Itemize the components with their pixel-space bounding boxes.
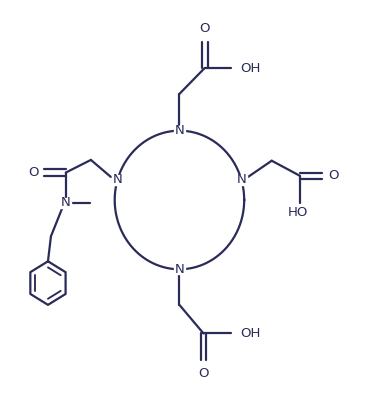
- Text: N: N: [175, 263, 184, 276]
- Text: N: N: [236, 173, 246, 186]
- Text: O: O: [28, 166, 38, 179]
- Text: OH: OH: [240, 62, 261, 74]
- Text: N: N: [112, 173, 122, 186]
- Bar: [236, 175, 247, 185]
- Text: N: N: [61, 196, 71, 209]
- Text: N: N: [175, 124, 184, 137]
- Bar: [112, 175, 123, 185]
- Bar: [174, 126, 185, 136]
- Bar: [60, 198, 71, 208]
- Text: O: O: [328, 169, 339, 182]
- Text: O: O: [199, 22, 210, 35]
- Text: O: O: [198, 367, 209, 381]
- Bar: [174, 264, 185, 274]
- Text: HO: HO: [288, 206, 308, 219]
- Text: OH: OH: [240, 327, 261, 340]
